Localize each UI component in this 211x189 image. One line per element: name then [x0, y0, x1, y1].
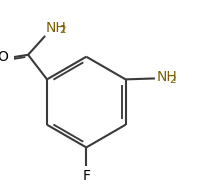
Text: O: O [0, 50, 8, 64]
Text: NH: NH [46, 21, 67, 35]
Text: 2: 2 [59, 25, 66, 35]
Text: F: F [82, 169, 90, 183]
Text: 2: 2 [169, 75, 176, 85]
Text: NH: NH [156, 70, 177, 84]
